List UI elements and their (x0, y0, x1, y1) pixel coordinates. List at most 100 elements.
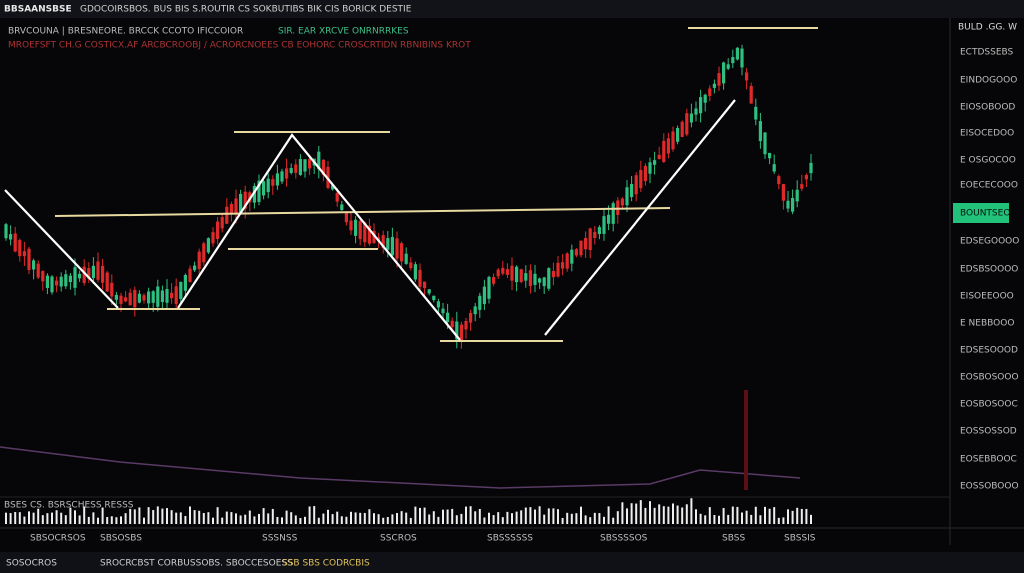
price-label: EOSBOSOOC (960, 400, 1018, 410)
volume-bar (363, 512, 366, 524)
volume-bar (474, 511, 477, 524)
time-label: SBSS (722, 534, 745, 544)
volume-bar (78, 515, 81, 524)
candle-body (731, 57, 735, 64)
candle-body (331, 185, 335, 190)
volume-bar (423, 507, 426, 524)
candle-body (294, 164, 298, 173)
candle-body (791, 197, 795, 212)
candle-body (478, 295, 482, 310)
volume-spike (744, 390, 748, 490)
volume-bar (83, 506, 86, 524)
candle-body (142, 295, 146, 301)
volume-bar (598, 513, 601, 524)
volume-bar (713, 515, 716, 524)
candle-body (285, 168, 289, 179)
volume-bar (161, 508, 164, 524)
candle-body (257, 180, 261, 202)
price-label: E OSGOCOO (960, 156, 1016, 166)
volume-bar (115, 517, 118, 524)
volume-bar (580, 506, 582, 524)
time-label: SBSSIS (784, 534, 816, 544)
time-label: SBSSSSOS (600, 534, 648, 544)
volume-bar (281, 517, 283, 524)
candle-body (262, 181, 266, 196)
volume-bar (202, 512, 205, 524)
candle-body (496, 269, 500, 277)
candle-body (174, 286, 178, 304)
candle-body (32, 260, 36, 270)
candle-body (91, 265, 95, 279)
candle-body (216, 221, 220, 239)
volume-bar (681, 507, 684, 524)
volume-bar (695, 509, 697, 524)
volume-bar (317, 517, 320, 524)
volume-bar (193, 510, 196, 524)
volume-bar (455, 515, 458, 524)
candle-body (119, 295, 123, 304)
volume-bar (216, 507, 219, 524)
price-label: EIOSOBOOD (960, 103, 1015, 113)
candle-body (630, 183, 634, 198)
volume-bar (354, 512, 357, 524)
candle-body (441, 308, 445, 314)
volume-bar (616, 511, 619, 524)
candle-body (528, 270, 532, 287)
volume-bar (230, 512, 233, 524)
candle-body (400, 243, 404, 262)
candle-body (795, 189, 799, 202)
volume-bar (520, 510, 523, 524)
candle-body (602, 216, 606, 234)
volume-bar (152, 510, 155, 524)
candle-body (243, 191, 247, 209)
candle-body (685, 113, 689, 135)
time-label: SBSSSSSS (487, 534, 533, 544)
candle-body (124, 297, 128, 302)
candle-body (579, 240, 583, 256)
volume-label: BSES CS. BSRSCHESS RESSS (4, 501, 134, 511)
candle-body (395, 238, 399, 259)
candle-body (349, 220, 353, 231)
volume-bar (133, 509, 136, 524)
candle-body (193, 265, 197, 271)
volume-bar (676, 505, 679, 524)
candle-body (266, 178, 270, 193)
volume-bar (313, 506, 316, 524)
candle-body (423, 281, 427, 289)
candle-body (137, 293, 141, 303)
volume-bar (759, 515, 762, 524)
volume-bar (414, 506, 417, 524)
candle-body (179, 281, 183, 299)
volume-bar (41, 515, 44, 524)
time-label: SBSOCRSOS (30, 534, 86, 544)
candle-body (666, 138, 670, 154)
volume-bar (97, 517, 99, 524)
top-bar (0, 0, 1024, 18)
candle-body (492, 277, 496, 284)
volume-bar (800, 508, 803, 524)
volume-bar (589, 517, 592, 524)
candle-body (804, 175, 808, 180)
price-label: EOSSOSSOD (960, 427, 1017, 437)
candle-body (538, 278, 542, 283)
price-label: BOUNTSEO (960, 209, 1010, 219)
candle-body (64, 274, 68, 287)
volume-bar (557, 509, 559, 524)
candle-body (151, 291, 155, 303)
candle-body (160, 290, 164, 303)
volume-bar (400, 511, 403, 524)
volume-bar (805, 508, 808, 524)
candle-body (82, 266, 86, 283)
symbol[interactable]: BBSAANSBSE (4, 5, 72, 15)
volume-bar (506, 511, 509, 524)
status-text: SOSOCROS (6, 559, 57, 569)
volume-bar (552, 508, 555, 524)
status-text: SROCRCBST CORBUSSOBS. SBOCCESOESS (100, 559, 293, 569)
candle-body (206, 238, 210, 253)
volume-bar (699, 513, 702, 524)
volume-bar (386, 516, 389, 524)
candle-body (101, 265, 105, 283)
volume-bar (607, 506, 610, 524)
level-line (54, 207, 671, 217)
